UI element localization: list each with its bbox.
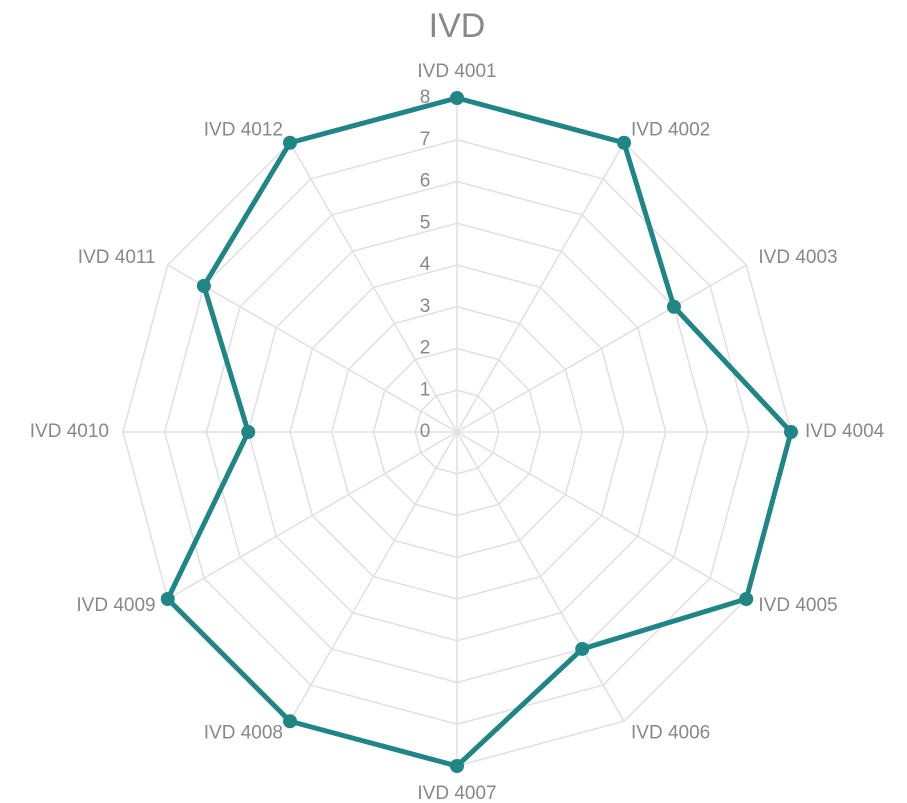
category-label: IVD 4011 [78,247,156,268]
spoke [456,431,747,600]
r-tick-label: 7 [420,129,431,150]
category-label: IVD 4010 [30,421,109,442]
category-label: IVD 4012 [204,120,283,141]
category-label: IVD 4002 [631,120,710,141]
r-tick-label: 1 [420,379,431,400]
spoke [456,142,625,433]
data-point [283,714,297,729]
data-point [241,425,256,439]
r-tick-label: 0 [420,421,431,442]
spoke [456,264,747,433]
data-point [575,641,590,656]
category-label: IVD 4009 [76,595,155,616]
category-label: IVD 4001 [417,61,496,82]
r-tick-label: 6 [420,171,431,192]
spoke [167,431,458,600]
r-tick-label: 8 [420,87,431,108]
r-tick-label: 3 [420,296,431,317]
data-point [666,299,681,314]
data-point [283,135,297,150]
data-point [450,91,464,105]
spoke [289,431,458,722]
category-label: IVD 4006 [631,722,710,743]
category-label: IVD 4007 [417,783,496,803]
data-point [784,425,798,439]
data-point [739,592,754,606]
category-label: IVD 4008 [204,722,283,743]
category-label: IVD 4004 [805,421,885,442]
r-tick-label: 2 [420,338,431,359]
data-point [160,592,175,606]
r-tick-label: 5 [420,212,431,233]
r-tick-label: 4 [420,254,431,275]
category-label: IVD 4005 [758,595,837,616]
category-label: IVD 4003 [758,247,837,268]
spoke [167,264,458,433]
spoke [456,431,625,722]
data-point [196,278,211,293]
data-point [617,135,631,150]
spoke [289,142,458,433]
chart-title: IVD [429,7,486,45]
data-point [450,759,464,773]
